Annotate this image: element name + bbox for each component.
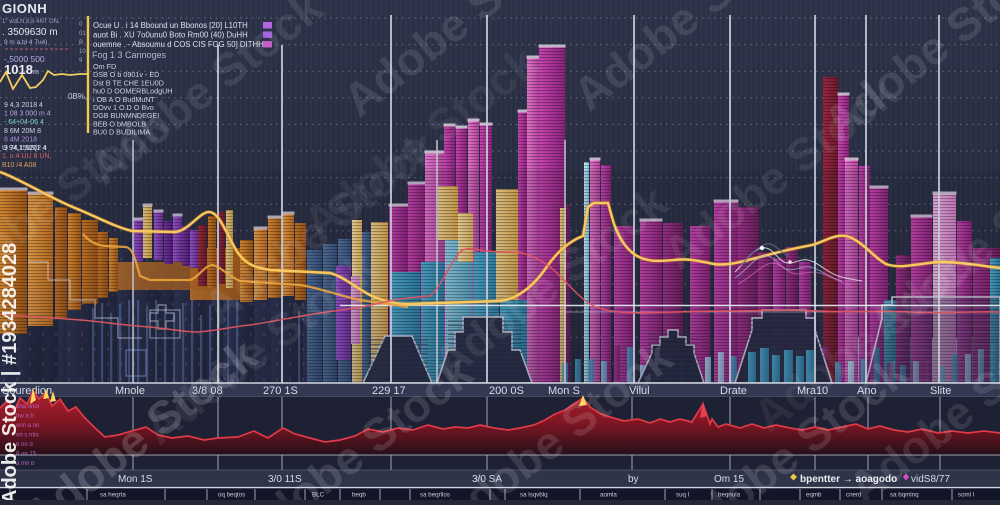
svg-text:BEB O bMBOLB: BEB O bMBOLB	[93, 119, 146, 128]
svg-text:Souredion: Souredion	[2, 385, 52, 397]
svg-text:sa beqrllos: sa beqrllos	[420, 492, 450, 499]
svg-text:0: 0	[79, 22, 83, 28]
svg-text:bw a b: bw a b	[16, 414, 34, 420]
svg-text:DGB BUNMNDEGEI: DGB BUNMNDEGEI	[93, 111, 159, 120]
svg-text:9 m a,bl 4 7u4): 9 m a,bl 4 7u4)	[4, 39, 47, 46]
svg-text:8 4M 2018: 8 4M 2018	[4, 136, 37, 143]
svg-text:GIONH: GIONH	[2, 1, 47, 16]
svg-text:on s mla: on s mla	[16, 433, 39, 439]
svg-text:beqb: beqb	[352, 492, 366, 499]
svg-text:Mon 1S: Mon 1S	[118, 474, 153, 485]
svg-text:10: 10	[79, 49, 86, 55]
svg-text:1018m: 1018m	[4, 62, 39, 77]
svg-text:bpentter → aoagodo: bpentter → aoagodo	[800, 474, 897, 485]
svg-text:8 6M 20M 8: 8 6M 20M 8	[4, 128, 41, 135]
svg-text:0B%,: 0B%,	[68, 92, 87, 101]
svg-text:Drate: Drate	[720, 385, 747, 397]
svg-text:3/0 SA: 3/0 SA	[472, 474, 502, 485]
svg-text:beqnula: beqnula	[718, 492, 741, 499]
svg-text:ouemne . - Absoumu d COS CIS F: ouemne . - Absoumu d COS CIS FOG 50] DIT…	[93, 40, 264, 49]
svg-text:229 17: 229 17	[372, 385, 406, 397]
svg-text:onn a on: onn a on	[16, 423, 39, 429]
svg-text:U 94,1505(1 4: U 94,1505(1 4	[2, 145, 46, 152]
svg-text:3/0 11S: 3/0 11S	[268, 474, 302, 485]
svg-text:270 1S: 270 1S	[263, 385, 298, 397]
svg-text:soml l: soml l	[958, 492, 974, 499]
svg-text:. 3509630 m: . 3509630 m	[2, 27, 58, 38]
svg-text:auot Bi . XU 7o0unu0 Boto Rm00: auot Bi . XU 7o0unu0 Boto Rm00 (40) DuHH	[93, 31, 248, 40]
svg-text:1 08 3 000 m 4: 1 08 3 000 m 4	[4, 111, 51, 118]
svg-text:suq l: suq l	[676, 492, 689, 499]
svg-text:DSB O b 0901v - ED: DSB O b 0901v - ED	[93, 70, 159, 79]
svg-text:B10 /4 A08: B10 /4 A08	[2, 162, 36, 169]
svg-text:9 74,1 5202 4: 9 74,1 5202 4	[4, 145, 47, 152]
svg-text:B: B	[79, 40, 83, 46]
svg-text:hu0 D OOMERBLodgUH: hu0 D OOMERBLodgUH	[93, 87, 173, 96]
svg-text:Mnole: Mnole	[115, 385, 145, 397]
svg-text:1. u 4 UU 8 UN,: 1. u 4 UU 8 UN,	[2, 153, 51, 160]
svg-text:sa lsqvblq: sa lsqvblq	[520, 492, 548, 499]
svg-text:sa bqmlnq: sa bqmlnq	[890, 492, 919, 499]
svg-text:BLC: BLC	[312, 492, 325, 499]
svg-text:3/8 08: 3/8 08	[192, 385, 223, 397]
svg-text:b on o: b on o	[16, 442, 33, 448]
svg-text:by: by	[628, 474, 639, 485]
svg-text:cnerd: cnerd	[846, 492, 862, 499]
svg-text:Om FD: Om FD	[93, 62, 116, 71]
svg-text:una onol: una onol	[16, 404, 39, 410]
svg-text:eqmb: eqmb	[806, 492, 822, 499]
svg-text:Mon S: Mon S	[548, 385, 580, 397]
svg-text:01: 01	[79, 31, 86, 37]
svg-text:Slite: Slite	[930, 385, 951, 397]
svg-text:Mra10: Mra10	[797, 385, 828, 397]
svg-text:BU0 D BUDILIMA: BU0 D BUDILIMA	[93, 128, 150, 137]
svg-text:Om 15: Om 15	[714, 474, 744, 485]
svg-text:- 64+04-06 4: - 64+04-06 4	[4, 119, 44, 126]
svg-text:Dst B TE CHE 1EU0D: Dst B TE CHE 1EU0D	[93, 78, 164, 87]
svg-text:9: 9	[79, 58, 83, 64]
svg-text:oq beqtos: oq beqtos	[218, 492, 245, 499]
svg-text:1" wdLN,8,8 4NT ON,: 1" wdLN,8,8 4NT ON,	[2, 19, 60, 25]
svg-text:Adobe Stock | #1934284028: Adobe Stock | #1934284028	[0, 243, 21, 500]
svg-text:200 0S: 200 0S	[489, 385, 524, 397]
svg-text:-,5000 500: -,5000 500	[4, 54, 45, 64]
svg-text:vidS8/77: vidS8/77	[911, 474, 950, 485]
svg-text:sa heqrta: sa heqrta	[100, 492, 126, 499]
svg-text:Ocue U . i 14 Bbound un Bbonos: Ocue U . i 14 Bbound un Bbonos [20] L10T…	[93, 21, 248, 30]
svg-text:Ano: Ano	[857, 385, 877, 397]
svg-text:a mn b: a mn b	[16, 461, 35, 467]
svg-text:9 4,3 2018 4: 9 4,3 2018 4	[4, 102, 43, 109]
svg-text:DOvv 1 O.D O Bvo: DOvv 1 O.D O Bvo	[93, 103, 154, 112]
svg-text:Vilul: Vilul	[629, 385, 650, 397]
svg-text:Fog 1 3 Cannoges: Fog 1 3 Cannoges	[92, 50, 167, 60]
svg-text:aomla: aomla	[600, 492, 617, 499]
svg-text:i OB A O BudMuNT: i OB A O BudMuNT	[93, 95, 156, 104]
